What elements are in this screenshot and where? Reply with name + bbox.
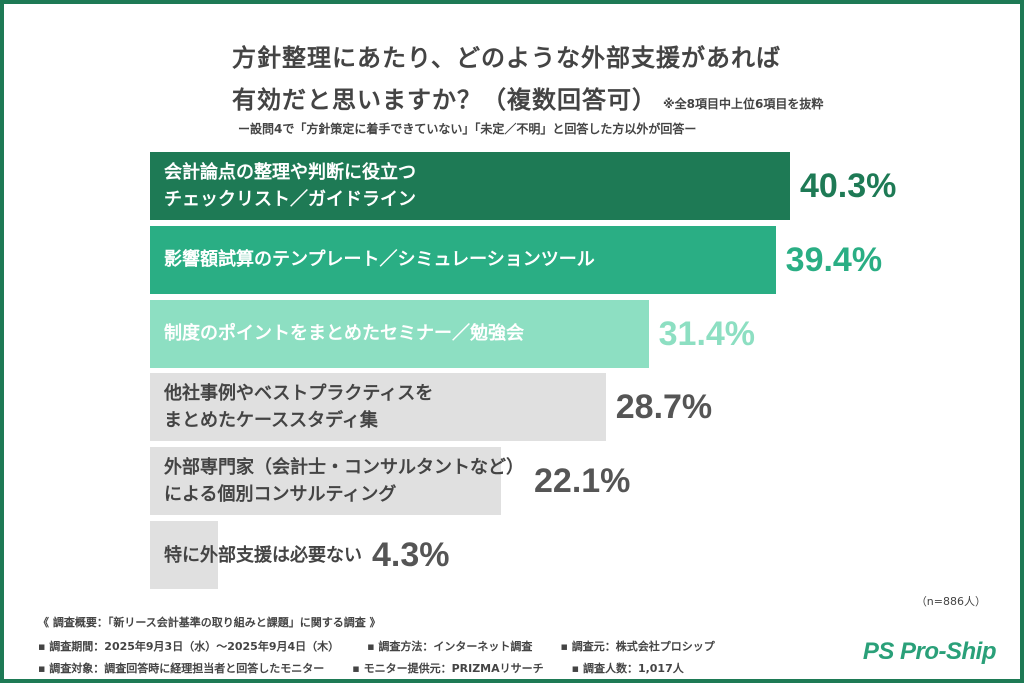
bar-label-line: 他社事例やベストプラクティスを xyxy=(164,383,434,405)
value-label: 39.4% xyxy=(785,240,883,279)
chart-title-line-1: 方針整理にあたり、どのような外部支援があれば xyxy=(232,44,782,72)
bar-label: 会計論点の整理や判断に役立つ チェックリスト／ガイドライン xyxy=(164,152,416,220)
survey-method: ▪ 調査方法：インターネット調査 xyxy=(367,640,533,653)
chart-subtitle: ー設問4で「方針策定に着手できていない」「未定／不明」と回答した方以外が回答ー xyxy=(238,122,697,136)
chart-title-line-2: 有効だと思いますか？（複数回答可） ※全8項目中上位6項目を抜粋 xyxy=(232,80,823,115)
bar-label: 外部専門家（会計士・コンサルタントなど） による個別コンサルティング xyxy=(164,447,524,515)
pro-ship-logo: PS Pro-Ship xyxy=(862,638,997,665)
value-label: 31.4% xyxy=(658,314,756,353)
chart-note: ※全8項目中上位6項目を抜粋 xyxy=(663,97,824,111)
value-label: 28.7% xyxy=(615,388,713,427)
bar-label: 特に外部支援は必要ない xyxy=(164,521,362,589)
bar-4 xyxy=(150,373,606,442)
bar-label: 他社事例やベストプラクティスを まとめたケーススタディ集 xyxy=(164,373,433,441)
bar-label-line: 外部専門家（会計士・コンサルタントなど） xyxy=(164,457,524,479)
bar-label-line: 会計論点の整理や判断に役立つ xyxy=(164,162,416,183)
bar-label-line: 制度のポイントをまとめたセミナー／勉強会 xyxy=(164,323,524,345)
bar-label-line: 影響額試算のテンプレート／シミュレーションツール xyxy=(164,249,595,271)
survey-provider: ▪ モニター提供元：PRIZMAリサーチ xyxy=(352,662,544,675)
bar-3 xyxy=(150,299,649,368)
bar-label-line: チェックリスト／ガイドライン xyxy=(164,189,416,210)
bar-label: 影響額試算のテンプレート／シミュレーションツール xyxy=(164,226,595,294)
survey-target: ▪ 調査対象：調査回答時に経理担当者と回答したモニター xyxy=(38,662,325,675)
value-label: 22.1% xyxy=(534,462,631,501)
sample-size: （n=886人） xyxy=(915,595,986,608)
bar-5 xyxy=(150,447,501,516)
bar-label-line: 特に外部支援は必要ない xyxy=(164,544,362,566)
bar-label-line: まとめたケーススタディ集 xyxy=(164,410,378,432)
value-label: 40.3% xyxy=(799,167,897,205)
survey-period: ▪ 調査期間：2025年9月3日（水）～2025年9月4日（木） xyxy=(38,640,340,653)
bar-label-line: による個別コンサルティング xyxy=(164,484,397,506)
footer-row-2: ▪ 調査期間：2025年9月3日（水）～2025年9月4日（木） ▪ 調査方法：… xyxy=(38,638,715,654)
footer-row-3: ▪ 調査対象：調査回答時に経理担当者と回答したモニター ▪ モニター提供元：PR… xyxy=(38,660,684,676)
survey-count: ▪ 調査人数：1,017人 xyxy=(571,662,684,675)
bar-6 xyxy=(150,521,219,589)
bar-1 xyxy=(150,152,790,220)
bar-2 xyxy=(150,225,776,294)
footer-row-1: 《 調査概要：「新リース会計基準の取り組みと課題」に関する調査 》 xyxy=(38,614,381,630)
bar-label: 制度のポイントをまとめたセミナー／勉強会 xyxy=(164,300,524,368)
survey-source: ▪ 調査元：株式会社プロシップ xyxy=(560,640,715,653)
survey-overview: 《 調査概要：「新リース会計基準の取り組みと課題」に関する調査 》 xyxy=(38,616,381,629)
chart-title-line-2-text: 有効だと思いますか？（複数回答可） xyxy=(232,86,657,114)
value-label: 4.3% xyxy=(372,536,450,574)
